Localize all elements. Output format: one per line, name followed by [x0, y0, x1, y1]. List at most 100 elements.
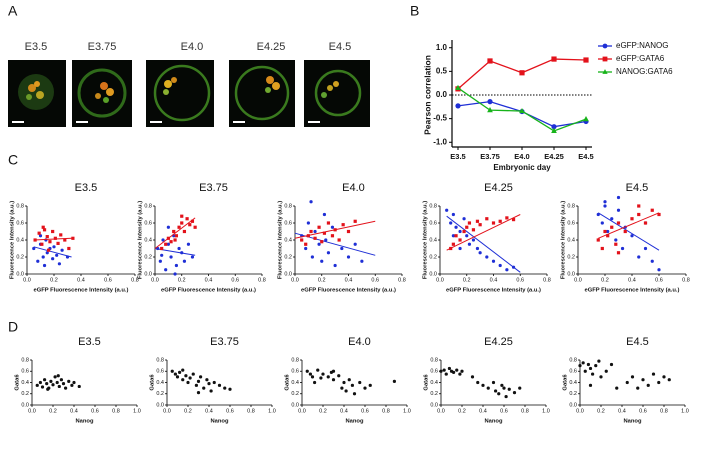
y-tick-label: -1.0 [433, 137, 447, 146]
x-axis-label: Nanog [484, 419, 502, 425]
x-tick-label: E3.5 [450, 152, 465, 161]
marker [45, 235, 49, 239]
marker [449, 221, 453, 225]
y-tick-label: 0.4 [144, 237, 152, 243]
y-tick-label: -0.5 [433, 114, 447, 123]
marker [305, 369, 309, 373]
marker [630, 375, 635, 379]
marker [662, 375, 666, 379]
x-tick-label: 0.6 [655, 277, 663, 283]
marker [164, 242, 168, 246]
marker [458, 238, 462, 242]
marker [49, 379, 53, 383]
marker [330, 225, 335, 229]
y-tick-label: 0.6 [21, 369, 29, 375]
marker [616, 195, 621, 200]
marker [451, 212, 455, 217]
x-axis-label: eGFP Fluorescence Intensity (a.u.) [446, 288, 541, 294]
marker [455, 84, 461, 90]
x-tick-label: 0.2 [601, 277, 609, 283]
marker [630, 217, 634, 221]
fit-line [33, 246, 72, 258]
marker [505, 216, 509, 220]
y-tick-label: 0.6 [430, 369, 438, 375]
marker [340, 246, 344, 251]
marker [451, 242, 455, 246]
legend-label: eGFP:GATA6 [616, 54, 665, 63]
marker [478, 223, 482, 227]
y-axis-label: Fluorescence Intensity (a.u.) [278, 201, 284, 279]
marker [35, 383, 39, 387]
marker [650, 259, 654, 263]
x-tick-label: 0.0 [298, 408, 306, 414]
chart-title: E3.75 [199, 182, 228, 194]
marker [346, 229, 351, 234]
x-tick-label: 0.0 [163, 408, 171, 414]
y-tick-label: 0.0 [291, 402, 299, 408]
x-tick-label: 0.0 [151, 277, 159, 283]
y-tick-label: 0.8 [569, 357, 577, 363]
marker [636, 386, 640, 390]
marker [657, 268, 661, 272]
marker [324, 238, 328, 242]
y-tick-label: 0.5 [436, 66, 448, 75]
marker [309, 200, 313, 204]
y-tick-label: 0.6 [569, 369, 577, 375]
marker [158, 259, 162, 263]
y-tick-label: 0.8 [16, 203, 24, 209]
y-tick-label: 0.4 [21, 380, 29, 386]
y-tick-label: 0.6 [284, 220, 292, 226]
x-tick-label: E4.25 [544, 152, 564, 161]
marker [56, 241, 60, 245]
y-tick-label: 0.6 [429, 220, 437, 226]
marker [51, 229, 55, 234]
y-axis-label: Pearson correlation [422, 55, 432, 135]
marker [166, 225, 170, 229]
marker [512, 391, 517, 395]
x-tick-label: 0.8 [682, 277, 690, 283]
marker [498, 219, 502, 223]
marker [657, 380, 661, 385]
chart-title: E4.0 [342, 182, 365, 194]
marker [467, 242, 472, 246]
y-tick-label: 0.2 [567, 254, 575, 260]
x-tick-label: 1.0 [681, 408, 689, 414]
marker [646, 383, 650, 387]
x-axis-label: eGFP Fluorescence Intensity (a.u.) [161, 288, 256, 294]
chart-title: E4.5 [626, 336, 649, 348]
marker [353, 219, 357, 223]
marker [363, 386, 367, 390]
marker [481, 383, 485, 387]
marker [52, 245, 56, 249]
y-tick-label: 0.0 [16, 271, 24, 277]
y-axis-label: Gata6 [150, 374, 156, 391]
y-tick-label: 0.0 [284, 271, 292, 277]
marker [317, 225, 321, 229]
y-axis-label: Fluorescence Intensity (a.u.) [423, 201, 429, 279]
x-tick-label: 0.0 [23, 277, 31, 283]
marker [331, 369, 336, 373]
marker [616, 208, 621, 212]
marker [637, 204, 641, 208]
marker [455, 368, 459, 372]
y-tick-label: 0.0 [21, 402, 29, 408]
marker [333, 263, 337, 268]
x-tick-label: 0.8 [247, 408, 255, 414]
x-axis-label: eGFP Fluorescence Intensity (a.u.) [34, 288, 129, 294]
fit-line [446, 215, 521, 273]
marker [445, 208, 449, 212]
marker [185, 217, 189, 221]
marker [467, 221, 472, 225]
y-tick-label: 0.4 [429, 237, 437, 243]
panel-label: A [8, 3, 18, 19]
marker [353, 242, 357, 246]
marker [470, 375, 475, 379]
marker [169, 240, 173, 244]
panel-label: D [8, 319, 18, 335]
marker [67, 246, 71, 251]
x-tick-label: 0.8 [521, 408, 529, 414]
marker [487, 58, 493, 64]
marker [170, 369, 174, 373]
x-tick-label: 0.6 [104, 277, 112, 283]
marker [190, 219, 195, 223]
